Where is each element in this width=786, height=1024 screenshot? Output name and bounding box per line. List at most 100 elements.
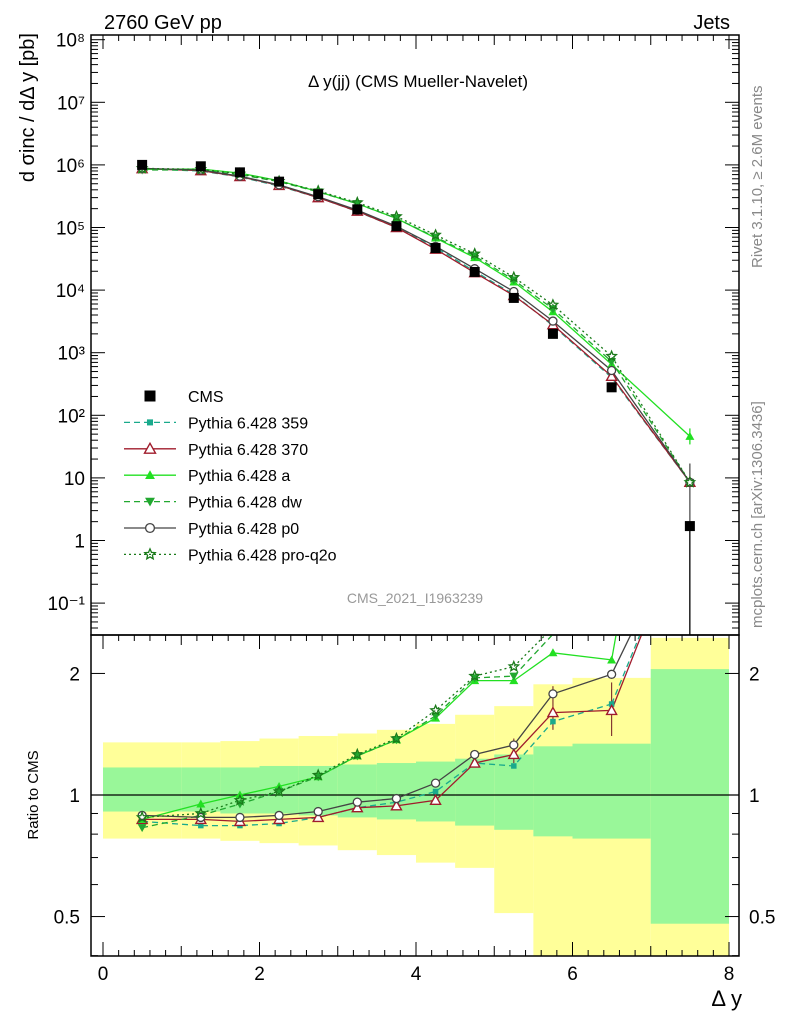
legend-label-6: Pythia 6.428 pro-q2o xyxy=(188,547,337,564)
ratio-marker-4-3 xyxy=(274,810,284,821)
ratio-marker-5-5 xyxy=(350,747,364,760)
plot-title: Δ y(jj) (CMS Mueller-Navelet) xyxy=(308,72,528,91)
legend: CMS Pythia 6.428 359 Pythia 6.428 370 Pythi… xyxy=(124,389,337,564)
data-point-11 xyxy=(606,382,617,393)
ratio-marker-1-7 xyxy=(429,793,442,806)
ratio-series-tail-0 xyxy=(611,635,641,705)
ratio-uncertainty-bands xyxy=(91,637,739,956)
data-point-6 xyxy=(391,221,402,232)
mcplots-label: mcplots.cern.ch [arXiv:1306.3436] xyxy=(749,401,766,628)
ratio-series-line-3 xyxy=(141,635,554,829)
data-point-2 xyxy=(234,167,245,178)
ratio-series-tail-4 xyxy=(611,635,632,675)
x-tick-label: 4 xyxy=(411,964,422,985)
legend-label-3: Pythia 6.428 a xyxy=(188,468,290,485)
main-marker-1-11 xyxy=(605,369,618,381)
ratio-marker-1-6 xyxy=(390,799,403,811)
main-y-tick-label: 10⁶ xyxy=(56,156,85,177)
ratio-marker-2-11 xyxy=(607,655,617,664)
main-series-line-2 xyxy=(142,168,691,437)
ratio-marker-4-5 xyxy=(352,797,362,807)
main-marker-5-7 xyxy=(429,228,442,241)
data-point-8 xyxy=(469,266,480,277)
ratio-series-line-4 xyxy=(142,673,612,819)
ratio-series-line-1 xyxy=(142,709,612,823)
ratio-series-tail-1 xyxy=(611,635,643,711)
main-series-line-4 xyxy=(142,167,691,483)
main-marker-5-8 xyxy=(468,247,482,260)
ratio-band-stat xyxy=(650,669,729,924)
ratio-marker-4-4 xyxy=(313,806,323,817)
legend-marker-3 xyxy=(145,470,155,480)
ratio-marker-5-1 xyxy=(194,806,208,819)
main-y-tick-label: 10⁴ xyxy=(56,281,85,302)
ratio-marker-1-10 xyxy=(546,706,560,718)
main-plot-data xyxy=(135,159,697,635)
ratio-series-tail-3 xyxy=(612,513,690,628)
ratio-plot-axes: 0.5 0.5 1 1 2 2 0 2 4 6 8 xyxy=(54,635,775,985)
legend-marker-0 xyxy=(144,390,156,402)
main-y-tick-label: 10 xyxy=(64,469,85,490)
ratio-marker-5-3 xyxy=(272,784,286,797)
main-y-tick-label: 10³ xyxy=(58,344,85,365)
ratio-plot-data xyxy=(135,513,690,833)
ratio-series-group xyxy=(135,513,690,833)
ratio-marker-4-7 xyxy=(430,778,441,788)
data-point-7 xyxy=(430,243,441,254)
main-series-line-3 xyxy=(142,169,691,483)
main-series-line-5 xyxy=(142,167,691,483)
ratio-marker-2-10 xyxy=(548,648,558,657)
ratio-marker-5-8 xyxy=(468,669,482,682)
ratio-marker-0-7 xyxy=(432,788,439,795)
ratio-marker-4-8 xyxy=(470,749,480,760)
main-y-tick-label: 1 xyxy=(74,532,85,553)
main-series-line-1 xyxy=(142,168,691,483)
ratio-marker-1-5 xyxy=(351,801,364,813)
data-point-0 xyxy=(137,159,148,170)
data-point-10 xyxy=(547,328,558,339)
ratio-marker-4-10 xyxy=(548,689,558,699)
legend-marker-1 xyxy=(146,419,154,426)
ratio-band-stat xyxy=(572,743,651,839)
main-marker-2-12 xyxy=(685,431,695,440)
ratio-marker-1-8 xyxy=(468,756,481,768)
ratio-marker-5-0 xyxy=(135,810,149,823)
ratio-series-line-0 xyxy=(142,703,612,827)
main-marker-5-6 xyxy=(390,209,403,222)
data-point-12 xyxy=(684,521,695,532)
ratio-marker-0-9 xyxy=(511,763,517,769)
ratio-marker-4-11 xyxy=(606,669,617,679)
data-point-5 xyxy=(352,204,363,215)
category-label: Jets xyxy=(693,12,730,34)
main-series-line-0 xyxy=(142,168,691,483)
ratio-marker-0-1 xyxy=(198,822,204,829)
ratio-marker-3-0 xyxy=(137,824,147,833)
main-y-tick-label: 10⁻¹ xyxy=(48,594,86,615)
ratio-marker-3-9 xyxy=(509,672,519,681)
ratio-marker-4-9 xyxy=(509,740,519,750)
ratio-series-line-2 xyxy=(141,652,612,821)
main-plot-axes: 10⁻¹ 1 10 10² 10³ 10⁴ 10⁵ 10⁶ 10⁷ 10⁸ xyxy=(48,31,739,629)
data-point-3 xyxy=(274,176,285,187)
main-plot-frame xyxy=(90,34,740,636)
ratio-band-stat xyxy=(103,767,182,812)
main-marker-5-10 xyxy=(546,298,560,311)
rivet-label: Rivet 3.1.10, ≥ 2.6M events xyxy=(749,86,766,269)
ratio-marker-5-4 xyxy=(311,768,325,781)
main-y-tick-label: 10² xyxy=(58,406,85,427)
ratio-series-tail-2 xyxy=(610,635,617,661)
y-axis-title: d σinc / dΔ y [pb] xyxy=(17,33,39,182)
energy-label: 2760 GeV pp xyxy=(104,12,222,34)
ratio-marker-5-9 xyxy=(507,659,521,672)
ratio-marker-5-6 xyxy=(390,731,403,744)
legend-marker-5 xyxy=(144,522,156,534)
ratio-band-stat xyxy=(455,758,495,826)
ratio-marker-5-7 xyxy=(429,703,442,716)
main-marker-4-10 xyxy=(548,316,558,326)
data-point-1 xyxy=(195,161,206,172)
ratio-band-stat xyxy=(376,763,416,820)
ratio-series-tail-5 xyxy=(612,513,690,597)
legend-label-4: Pythia 6.428 dw xyxy=(188,495,302,512)
x-tick-label: 8 xyxy=(724,964,735,985)
